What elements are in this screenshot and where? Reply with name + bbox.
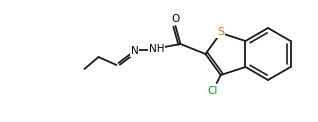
Text: N: N bbox=[131, 46, 138, 56]
Text: O: O bbox=[171, 14, 180, 24]
Text: NH: NH bbox=[149, 44, 164, 54]
Text: Cl: Cl bbox=[208, 86, 218, 96]
Text: S: S bbox=[217, 27, 224, 37]
